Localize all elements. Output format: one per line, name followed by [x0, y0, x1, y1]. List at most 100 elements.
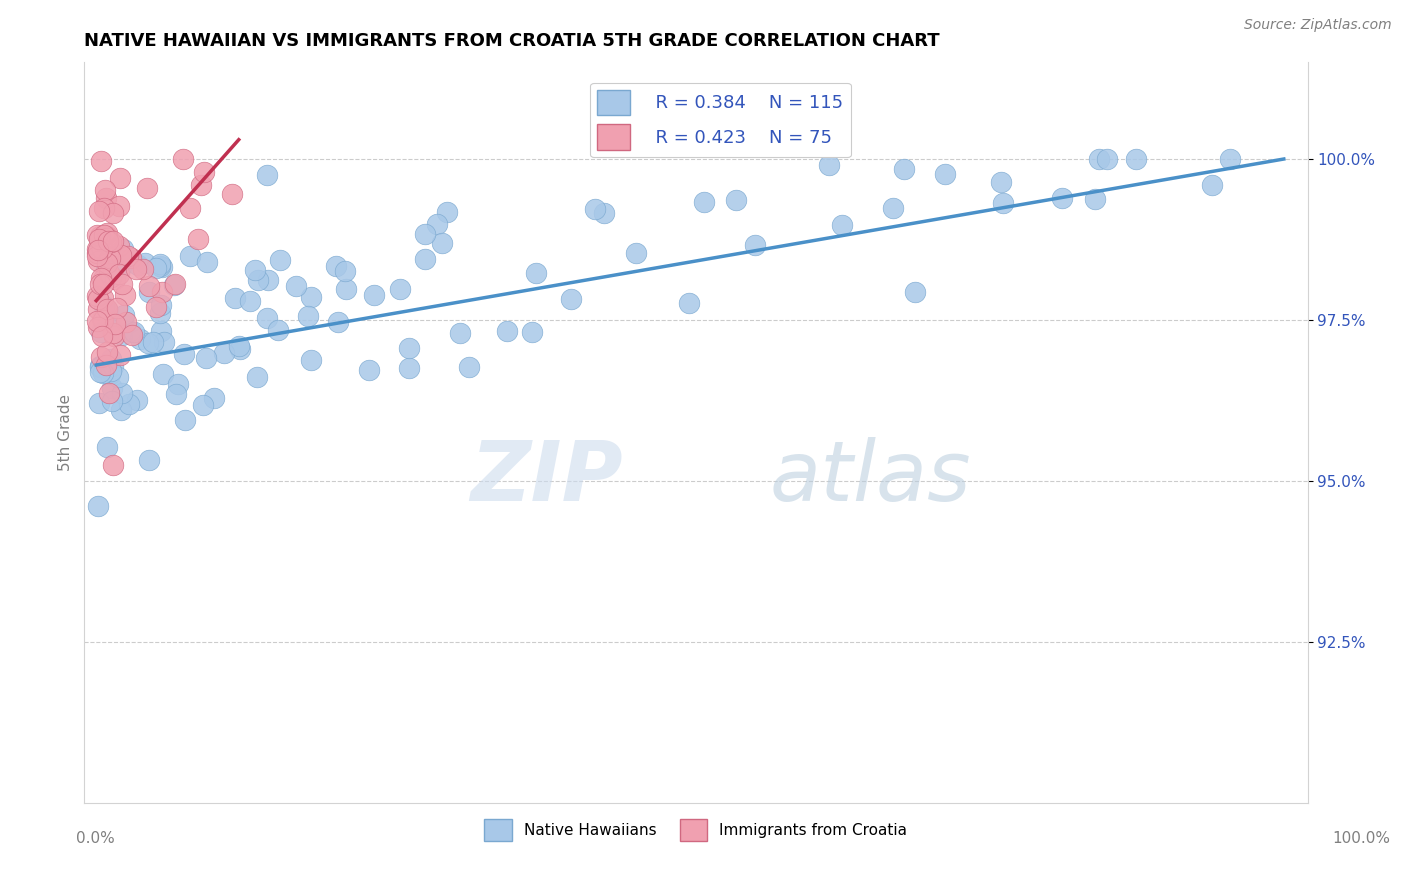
Point — [96, 227, 118, 241]
Point — [96, 256, 118, 270]
Point — [415, 252, 437, 267]
Point — [190, 178, 212, 192]
Point — [678, 296, 700, 310]
Point — [108, 198, 131, 212]
Point — [100, 352, 122, 367]
Point — [86, 314, 108, 328]
Point — [145, 261, 167, 276]
Point — [87, 253, 110, 268]
Point — [593, 206, 616, 220]
Point — [97, 266, 120, 280]
Point — [744, 238, 766, 252]
Point — [398, 341, 420, 355]
Point — [583, 202, 606, 216]
Point — [89, 359, 111, 374]
Point — [90, 242, 112, 256]
Point — [152, 334, 174, 349]
Point — [98, 251, 121, 265]
Point — [172, 152, 194, 166]
Point — [105, 301, 128, 316]
Text: 0.0%: 0.0% — [76, 831, 115, 846]
Point — [246, 272, 269, 286]
Point — [132, 262, 155, 277]
Point — [100, 235, 122, 249]
Point — [110, 248, 132, 262]
Point — [87, 203, 110, 218]
Point — [86, 228, 108, 243]
Point — [228, 339, 250, 353]
Point — [136, 336, 159, 351]
Point — [693, 194, 716, 209]
Point — [817, 157, 839, 171]
Point — [165, 277, 187, 291]
Point — [110, 403, 132, 417]
Point — [111, 242, 134, 256]
Point — [150, 324, 173, 338]
Point — [90, 350, 112, 364]
Point — [449, 326, 471, 340]
Point — [831, 218, 853, 232]
Point — [121, 328, 143, 343]
Point — [398, 361, 420, 376]
Point — [125, 392, 148, 407]
Point — [91, 312, 114, 326]
Point — [1088, 152, 1111, 166]
Point — [91, 367, 114, 381]
Point — [149, 257, 172, 271]
Point — [1095, 152, 1118, 166]
Point — [1084, 192, 1107, 206]
Point — [934, 167, 956, 181]
Point — [191, 398, 214, 412]
Point — [152, 367, 174, 381]
Point — [138, 278, 160, 293]
Point — [560, 293, 582, 307]
Point — [96, 345, 118, 359]
Point — [357, 363, 380, 377]
Point — [96, 358, 118, 372]
Point — [110, 260, 132, 274]
Legend: Native Hawaiians, Immigrants from Croatia: Native Hawaiians, Immigrants from Croati… — [478, 814, 914, 847]
Point — [86, 320, 108, 334]
Point — [150, 260, 173, 274]
Point — [86, 289, 108, 303]
Point — [96, 229, 118, 244]
Point — [224, 291, 246, 305]
Point — [1201, 178, 1223, 192]
Point — [104, 271, 127, 285]
Point — [426, 217, 449, 231]
Point — [145, 300, 167, 314]
Point — [436, 205, 458, 219]
Point — [87, 244, 110, 258]
Point — [125, 262, 148, 277]
Point — [138, 285, 160, 300]
Point — [212, 346, 235, 360]
Point — [187, 232, 209, 246]
Point — [299, 290, 322, 304]
Point — [127, 258, 149, 272]
Point — [325, 259, 347, 273]
Point — [90, 325, 112, 339]
Point — [138, 453, 160, 467]
Point — [89, 359, 111, 374]
Point — [89, 277, 111, 291]
Point — [87, 396, 110, 410]
Point — [991, 195, 1014, 210]
Point — [893, 162, 915, 177]
Point — [150, 298, 173, 312]
Point — [256, 169, 278, 183]
Point — [91, 329, 114, 343]
Point — [173, 347, 195, 361]
Point — [94, 262, 117, 277]
Point — [111, 277, 134, 291]
Text: Source: ZipAtlas.com: Source: ZipAtlas.com — [1244, 18, 1392, 31]
Point — [120, 251, 142, 265]
Point — [389, 282, 412, 296]
Point — [107, 370, 129, 384]
Point — [96, 191, 118, 205]
Point — [524, 267, 547, 281]
Point — [228, 342, 250, 356]
Point — [93, 202, 115, 216]
Point — [256, 311, 278, 326]
Point — [86, 242, 108, 256]
Point — [91, 291, 114, 305]
